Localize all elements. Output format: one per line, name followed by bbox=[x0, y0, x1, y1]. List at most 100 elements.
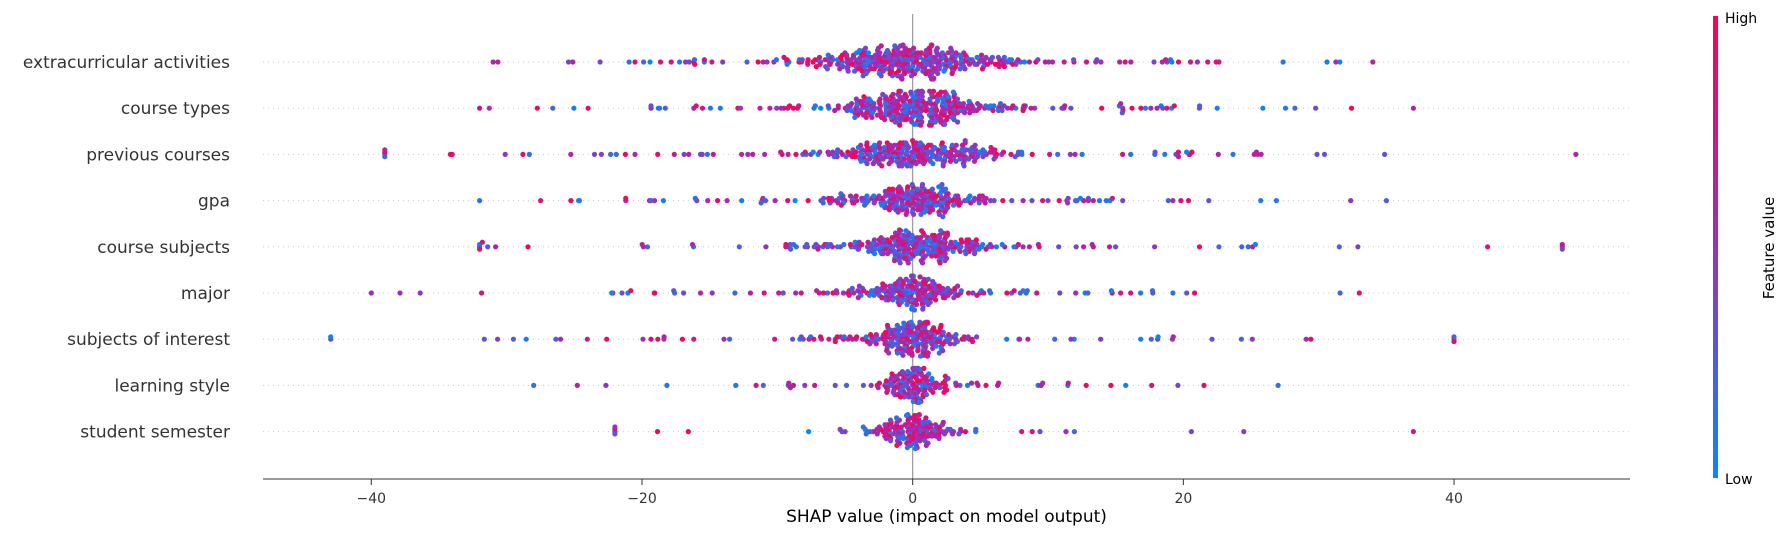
shap-dot bbox=[671, 288, 677, 294]
shap-dot bbox=[962, 429, 969, 435]
shap-dot bbox=[787, 103, 793, 109]
shap-dot bbox=[838, 334, 844, 340]
shap-dot bbox=[835, 61, 841, 67]
shap-dot bbox=[850, 54, 857, 61]
shap-dot bbox=[944, 230, 951, 236]
shap-dot bbox=[867, 429, 873, 435]
shap-dot bbox=[1061, 59, 1067, 65]
shap-dot bbox=[990, 107, 996, 114]
shap-dot bbox=[851, 290, 857, 296]
shap-dot bbox=[933, 433, 939, 439]
shap-dot bbox=[919, 228, 925, 234]
shap-dot bbox=[949, 142, 955, 148]
shap-dot bbox=[979, 193, 986, 199]
shap-dot bbox=[1573, 151, 1579, 157]
shap-dot bbox=[971, 107, 977, 114]
shap-dot bbox=[933, 253, 939, 259]
shap-dot bbox=[1175, 59, 1182, 65]
shap-dot bbox=[876, 380, 883, 386]
shap-dot bbox=[1011, 244, 1017, 250]
shap-dot bbox=[996, 64, 1002, 70]
shap-dot bbox=[1185, 198, 1192, 204]
shap-dot bbox=[737, 105, 744, 111]
shap-dot bbox=[824, 241, 830, 248]
shap-dot bbox=[924, 101, 930, 107]
feature-label: course subjects bbox=[97, 238, 230, 258]
shap-dot bbox=[1253, 149, 1259, 155]
shap-dot bbox=[933, 343, 939, 349]
shap-dot bbox=[923, 107, 929, 114]
shap-dot bbox=[604, 336, 610, 342]
shap-dot bbox=[1109, 195, 1115, 201]
feature-label: course types bbox=[121, 99, 230, 119]
shap-dot bbox=[974, 334, 980, 340]
shap-dot bbox=[866, 248, 872, 254]
shap-dot bbox=[648, 198, 654, 204]
shap-dot bbox=[957, 248, 963, 254]
shap-dot bbox=[999, 241, 1005, 248]
shap-dot bbox=[906, 68, 912, 74]
shap-dot bbox=[790, 336, 796, 342]
shap-dot bbox=[753, 382, 759, 388]
shap-dot bbox=[890, 424, 896, 430]
shap-dot bbox=[761, 290, 767, 296]
shap-dot bbox=[1040, 198, 1046, 204]
shap-dot bbox=[1206, 198, 1212, 204]
shap-dot bbox=[866, 156, 873, 162]
shap-dot bbox=[866, 96, 872, 102]
shap-dot bbox=[915, 348, 921, 354]
shap-dot bbox=[417, 290, 423, 296]
shap-dot bbox=[942, 258, 948, 264]
shap-dot bbox=[880, 156, 886, 162]
shap-dot bbox=[867, 341, 873, 347]
shap-dot bbox=[1313, 105, 1319, 111]
shap-dot bbox=[609, 290, 615, 296]
shap-dot bbox=[677, 59, 683, 65]
shap-dot bbox=[834, 244, 841, 250]
shap-dot bbox=[763, 244, 769, 250]
shap-dot bbox=[1029, 198, 1035, 204]
shap-dot bbox=[864, 193, 870, 199]
shap-dot bbox=[1348, 105, 1355, 111]
shap-dot bbox=[1230, 151, 1236, 157]
shap-dot bbox=[776, 290, 782, 296]
shap-dot bbox=[1029, 429, 1035, 435]
shap-dot bbox=[612, 424, 618, 430]
shap-dot bbox=[950, 202, 957, 208]
shap-dot bbox=[955, 193, 961, 199]
shap-dot bbox=[899, 207, 905, 213]
shap-dot bbox=[961, 334, 967, 340]
shap-dot bbox=[991, 156, 997, 162]
shap-dot bbox=[989, 54, 996, 61]
shap-dot bbox=[1007, 57, 1013, 63]
shap-dot bbox=[798, 290, 804, 296]
shap-dot bbox=[1020, 244, 1026, 250]
shap-dot bbox=[721, 336, 727, 342]
shap-dot bbox=[903, 276, 909, 282]
shap-dot bbox=[923, 442, 929, 448]
shap-dot bbox=[913, 161, 919, 167]
shap-dot bbox=[816, 54, 823, 61]
shap-dot bbox=[1194, 59, 1200, 65]
shap-dot bbox=[901, 394, 908, 400]
shap-dot bbox=[880, 251, 886, 257]
shap-dot bbox=[835, 147, 841, 153]
shap-dot bbox=[780, 290, 786, 296]
shap-dot bbox=[837, 426, 843, 432]
shap-dot bbox=[981, 290, 987, 296]
shap-dot bbox=[942, 121, 948, 127]
shap-dot bbox=[957, 156, 963, 162]
shap-dot bbox=[900, 435, 906, 442]
shap-dot bbox=[526, 151, 533, 157]
shap-dot bbox=[479, 239, 485, 245]
shap-dot bbox=[1020, 107, 1026, 114]
shap-dot bbox=[1004, 290, 1010, 296]
shap-dot bbox=[495, 59, 501, 65]
shap-dot bbox=[1171, 103, 1177, 109]
shap-dot bbox=[760, 59, 766, 65]
shap-dot bbox=[1163, 57, 1169, 63]
shap-dot bbox=[892, 281, 899, 287]
shap-dots bbox=[328, 42, 1579, 452]
shap-dot bbox=[760, 382, 766, 388]
